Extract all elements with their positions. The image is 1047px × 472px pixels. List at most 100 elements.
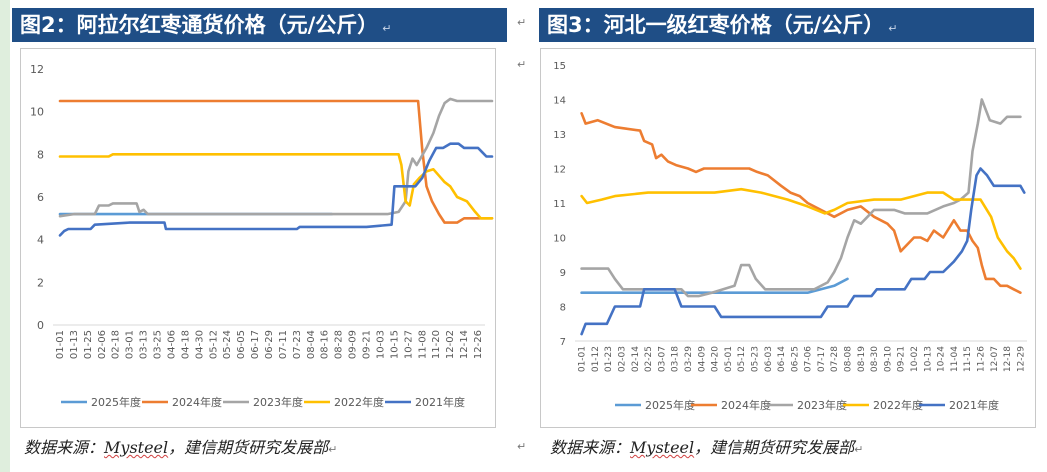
left-source-brand: Mysteel [104, 438, 169, 457]
right-chart-frame: 7 8 9 10 11 12 13 14 15 01-01 01-12 01-23 02-03 02-14… [540, 48, 1036, 428]
right-x-tick-label: 07-06 [804, 346, 814, 372]
left-chart-title-banner: 图2：阿拉尔红枣通货价格（元/公斤） ↵ [12, 8, 507, 42]
right-series-2025-line [580, 277, 849, 294]
right-series-2021-line [580, 167, 1026, 336]
page-edge-strip [0, 0, 10, 472]
left-x-tick-label: 01-25 [83, 330, 94, 359]
left-x-tick-label: 06-05 [236, 330, 247, 359]
right-x-tick-label: 02-14 [631, 346, 641, 372]
left-x-tick-label: 05-24 [222, 330, 233, 359]
left-x-tick-label: 12-14 [459, 330, 470, 359]
right-x-tick-label: 03-29 [684, 346, 694, 372]
left-x-tick-label: 03-13 [139, 330, 150, 359]
right-y-tick-label: 14 [553, 96, 566, 107]
left-x-tick-label: 11-20 [431, 330, 442, 359]
right-legend-label-2024: 2024年度 [721, 398, 771, 412]
right-source-brand: Mysteel [630, 438, 695, 457]
left-source-prefix: 数据来源： [24, 438, 105, 457]
right-series-2023-line [580, 98, 1022, 298]
left-x-tick-label: 10-03 [376, 330, 387, 359]
right-y-tick-label: 9 [560, 268, 566, 279]
right-x-tick-label: 10-13 [923, 346, 933, 372]
left-x-tick-label: 01-13 [69, 330, 80, 359]
cell-return-mark-top: ↵ [517, 16, 527, 29]
left-series-2024-line [58, 99, 494, 224]
right-x-tick-label: 11-15 [963, 346, 973, 372]
left-y-tick-label: 0 [37, 319, 44, 332]
left-legend-label-2024: 2024年度 [172, 395, 222, 409]
left-x-tick-label: 01-01 [55, 330, 66, 359]
right-x-tick-label: 04-20 [711, 346, 721, 372]
right-x-tick-label: 01-23 [604, 346, 614, 372]
left-legend-label-2021: 2021年度 [415, 395, 465, 409]
left-x-tick-label: 04-30 [194, 330, 205, 359]
left-series-2022-line [58, 153, 494, 220]
left-y-tick-label: 2 [37, 276, 44, 289]
right-legend-label-2022: 2022年度 [873, 398, 923, 412]
left-x-tick-label: 08-16 [320, 330, 331, 359]
left-x-tick-label: 07-11 [278, 330, 289, 359]
right-x-tick-label: 01-12 [591, 346, 601, 372]
right-x-tick-label: 04-09 [697, 346, 707, 372]
right-x-tick-label: 05-23 [751, 346, 761, 372]
left-series-2023-line [58, 97, 494, 218]
right-x-tick-label: 12-18 [1003, 346, 1013, 372]
right-x-tick-label: 07-28 [830, 346, 840, 372]
right-x-tick-label: 08-19 [857, 346, 867, 372]
left-x-tick-label: 04-18 [180, 330, 191, 359]
right-series-2022-line [580, 187, 1022, 270]
right-x-tick-label: 06-25 [790, 346, 800, 372]
right-x-tick-label: 12-07 [990, 346, 1000, 372]
right-x-tick-label: 12-29 [1016, 346, 1026, 372]
left-y-tick-label: 4 [37, 234, 44, 247]
right-series-2024-line [580, 112, 1022, 294]
right-source-return-mark: ↵ [854, 443, 864, 456]
left-x-tick-label: 08-28 [334, 330, 345, 359]
right-source-note: 数据来源：Mysteel，建信期货研究发展部↵ [550, 434, 863, 458]
left-x-tick-label: 02-18 [111, 330, 122, 359]
right-x-tick-label: 10-24 [937, 346, 947, 372]
left-x-tick-label: 08-04 [306, 330, 317, 359]
left-x-tick-label: 10-15 [389, 330, 400, 359]
left-x-tick-label: 02-06 [97, 330, 108, 359]
right-y-tick-label: 13 [553, 130, 566, 141]
left-title-return-mark: ↵ [382, 22, 392, 35]
right-y-tick-label: 11 [553, 199, 566, 210]
left-legend-label-2022: 2022年度 [334, 395, 384, 409]
right-x-tick-label: 09-21 [897, 346, 907, 372]
right-x-tick-label: 11-04 [950, 346, 960, 372]
right-x-tick-label: 07-17 [817, 346, 827, 372]
left-series-2021-line [58, 142, 494, 237]
right-legend-label-2023: 2023年度 [797, 398, 847, 412]
left-source-note: 数据来源：Mysteel，建信期货研究发展部↵ [24, 434, 337, 458]
left-y-tick-label: 12 [30, 63, 44, 76]
left-chart-frame: 0 2 4 6 8 10 12 01-01 01-13 01-25 02-06 02-18 03-01 0… [20, 48, 496, 428]
left-x-tick-label: 12-02 [445, 330, 456, 359]
right-y-tick-label: 8 [560, 303, 566, 314]
left-source-return-mark: ↵ [328, 443, 338, 456]
right-y-tick-label: 7 [560, 337, 566, 348]
right-x-tick-label: 06-14 [777, 346, 787, 372]
right-x-tick-label: 09-10 [883, 346, 893, 372]
right-chart-title-banner: 图3：河北一级红枣价格（元/公斤） ↵ [539, 8, 1034, 42]
right-chart-title: 图3：河北一级红枣价格（元/公斤） [547, 13, 885, 37]
left-x-tick-label: 11-08 [417, 330, 428, 359]
left-x-tick-label: 12-26 [473, 330, 484, 359]
left-x-tick-label: 03-25 [153, 330, 164, 359]
right-x-tick-label: 01-01 [578, 346, 588, 372]
right-x-tick-label: 11-26 [977, 346, 987, 372]
right-source-suffix: ，建信期货研究发展部 [694, 438, 855, 457]
right-title-return-mark: ↵ [888, 22, 898, 35]
left-x-tick-label: 10-27 [403, 330, 414, 359]
right-x-tick-label: 05-01 [724, 346, 734, 372]
right-x-tick-label: 05-12 [737, 346, 747, 372]
left-chart-title: 图2：阿拉尔红枣通货价格（元/公斤） [20, 13, 379, 37]
right-x-tick-label: 02-25 [644, 346, 654, 372]
left-y-tick-label: 10 [30, 106, 44, 119]
right-x-tick-label: 10-02 [910, 346, 920, 372]
left-x-tick-label: 05-12 [208, 330, 219, 359]
left-x-tick-label: 09-09 [348, 330, 359, 359]
left-y-tick-label: 6 [37, 191, 44, 204]
left-x-tick-label: 04-06 [167, 330, 178, 359]
